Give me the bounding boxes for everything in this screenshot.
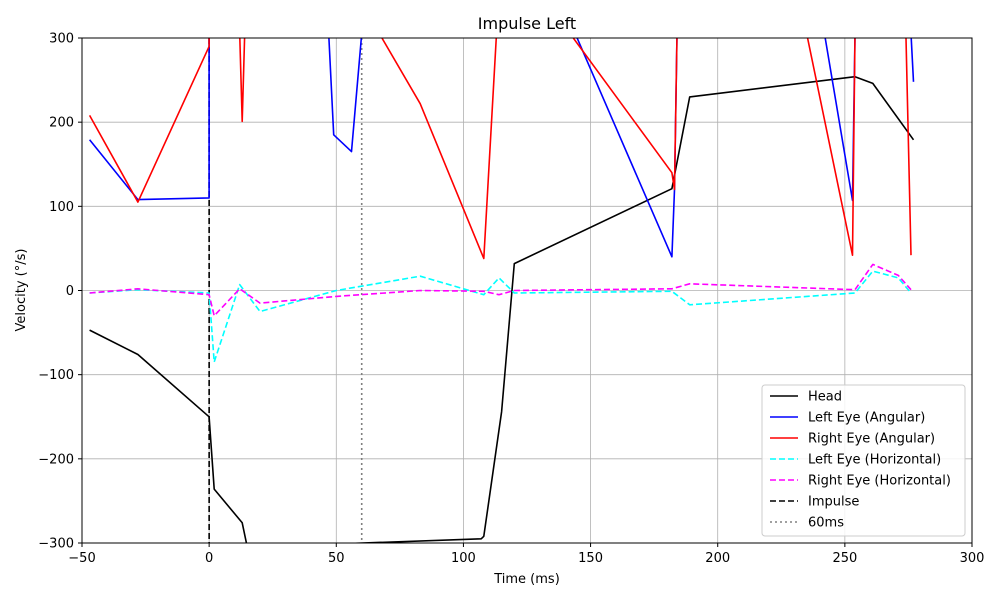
legend-label: Impulse [808, 495, 859, 510]
series-line-2 [88, 38, 912, 260]
data-series [88, 38, 915, 543]
series-line-1 [88, 38, 915, 258]
legend-label: 60ms [808, 516, 844, 531]
x-axis-label: Time (ms) [493, 572, 560, 587]
legend-label: Right Eye (Angular) [808, 432, 935, 447]
plot-frame [81, 37, 973, 544]
y-tick-label: −300 [38, 537, 74, 552]
legend-label: Left Eye (Horizontal) [808, 453, 941, 468]
x-tick-label: 50 [328, 551, 345, 566]
y-tick-label: 300 [49, 32, 74, 47]
y-tick-label: 200 [49, 116, 74, 131]
x-tick-label: −50 [68, 551, 95, 566]
series-line-3 [89, 270, 912, 363]
legend-label: Right Eye (Horizontal) [808, 474, 951, 489]
x-tick-label: 250 [832, 551, 857, 566]
x-tick-label: 0 [205, 551, 213, 566]
y-tick-label: 0 [66, 284, 74, 299]
y-tick-label: −200 [38, 452, 74, 467]
chart-title: Impulse Left [478, 14, 576, 33]
x-tick-label: 100 [451, 551, 476, 566]
legend-box [761, 384, 966, 537]
legend-label: Left Eye (Angular) [808, 411, 925, 426]
x-tick-label: 150 [578, 551, 603, 566]
legend-label: Head [808, 390, 842, 405]
x-tick-label: 300 [960, 551, 985, 566]
y-tick-label: −100 [38, 368, 74, 383]
series-line-4 [89, 263, 912, 317]
x-tick-label: 200 [705, 551, 730, 566]
y-tick-label: 100 [49, 200, 74, 215]
series-line-0 [89, 75, 915, 543]
axis-ticks: −50 0 50 100 150 200 250 300 −300 −200 −100 0 100 200… [38, 32, 984, 567]
legend: Head Left Eye (Angular) Right Eye (Angular… [761, 384, 966, 537]
y-axis-label: Velocity (°/s) [14, 249, 29, 332]
